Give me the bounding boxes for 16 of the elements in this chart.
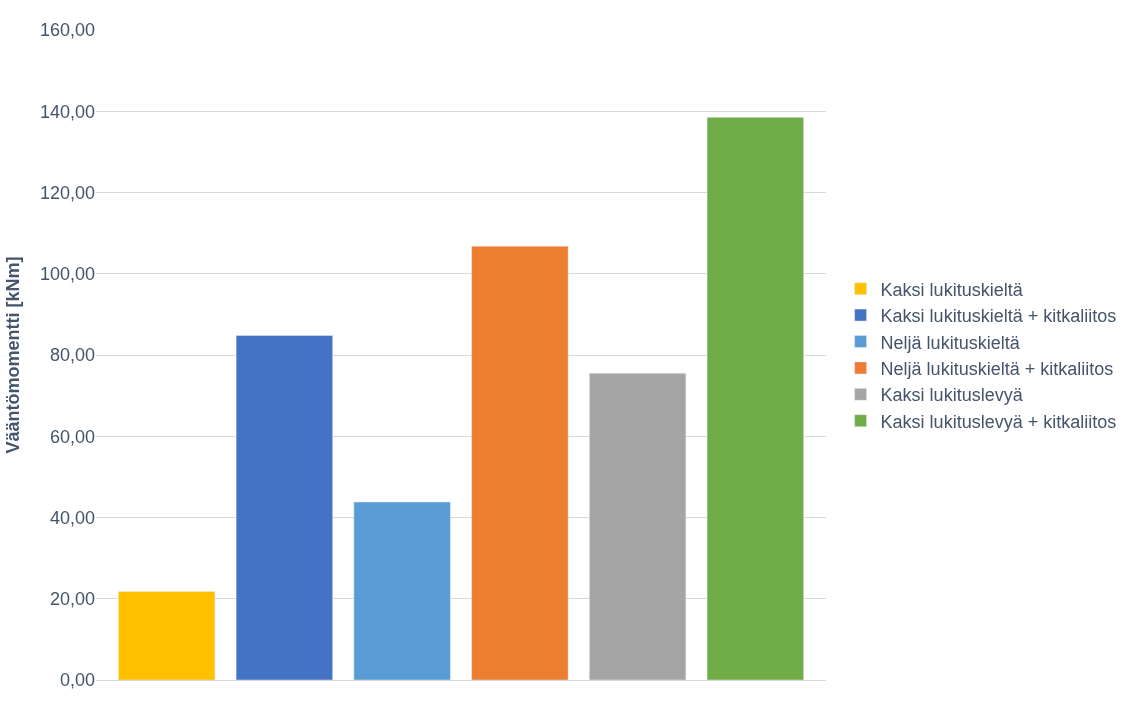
y-tick-label: 100,00 — [39, 264, 95, 285]
y-tick-label: 20,00 — [49, 589, 95, 610]
y-tick-label: 80,00 — [49, 345, 95, 366]
legend-label: Kaksi lukituskieltä — [880, 279, 1024, 300]
legend-label: Neljä lukituskieltä + kitkaliitos — [880, 358, 1114, 379]
y-tick-label: 60,00 — [49, 426, 95, 447]
y-tick-label: 40,00 — [49, 507, 95, 528]
y-axis-title: Vääntömomentti [kNm] — [3, 256, 24, 454]
y-tick-label: 0,00 — [59, 670, 95, 691]
y-tick-label: 120,00 — [39, 182, 95, 203]
legend-label: Kaksi lukituskieltä + kitkaliitos — [880, 306, 1117, 327]
legend-label: Neljä lukituskieltä — [880, 332, 1021, 353]
y-tick-label: 140,00 — [39, 101, 95, 122]
legend-label: Kaksi lukituslevyä + kitkaliitos — [880, 411, 1117, 432]
y-tick-label: 160,00 — [39, 20, 95, 41]
legend-label: Kaksi lukituslevyä — [880, 385, 1024, 406]
